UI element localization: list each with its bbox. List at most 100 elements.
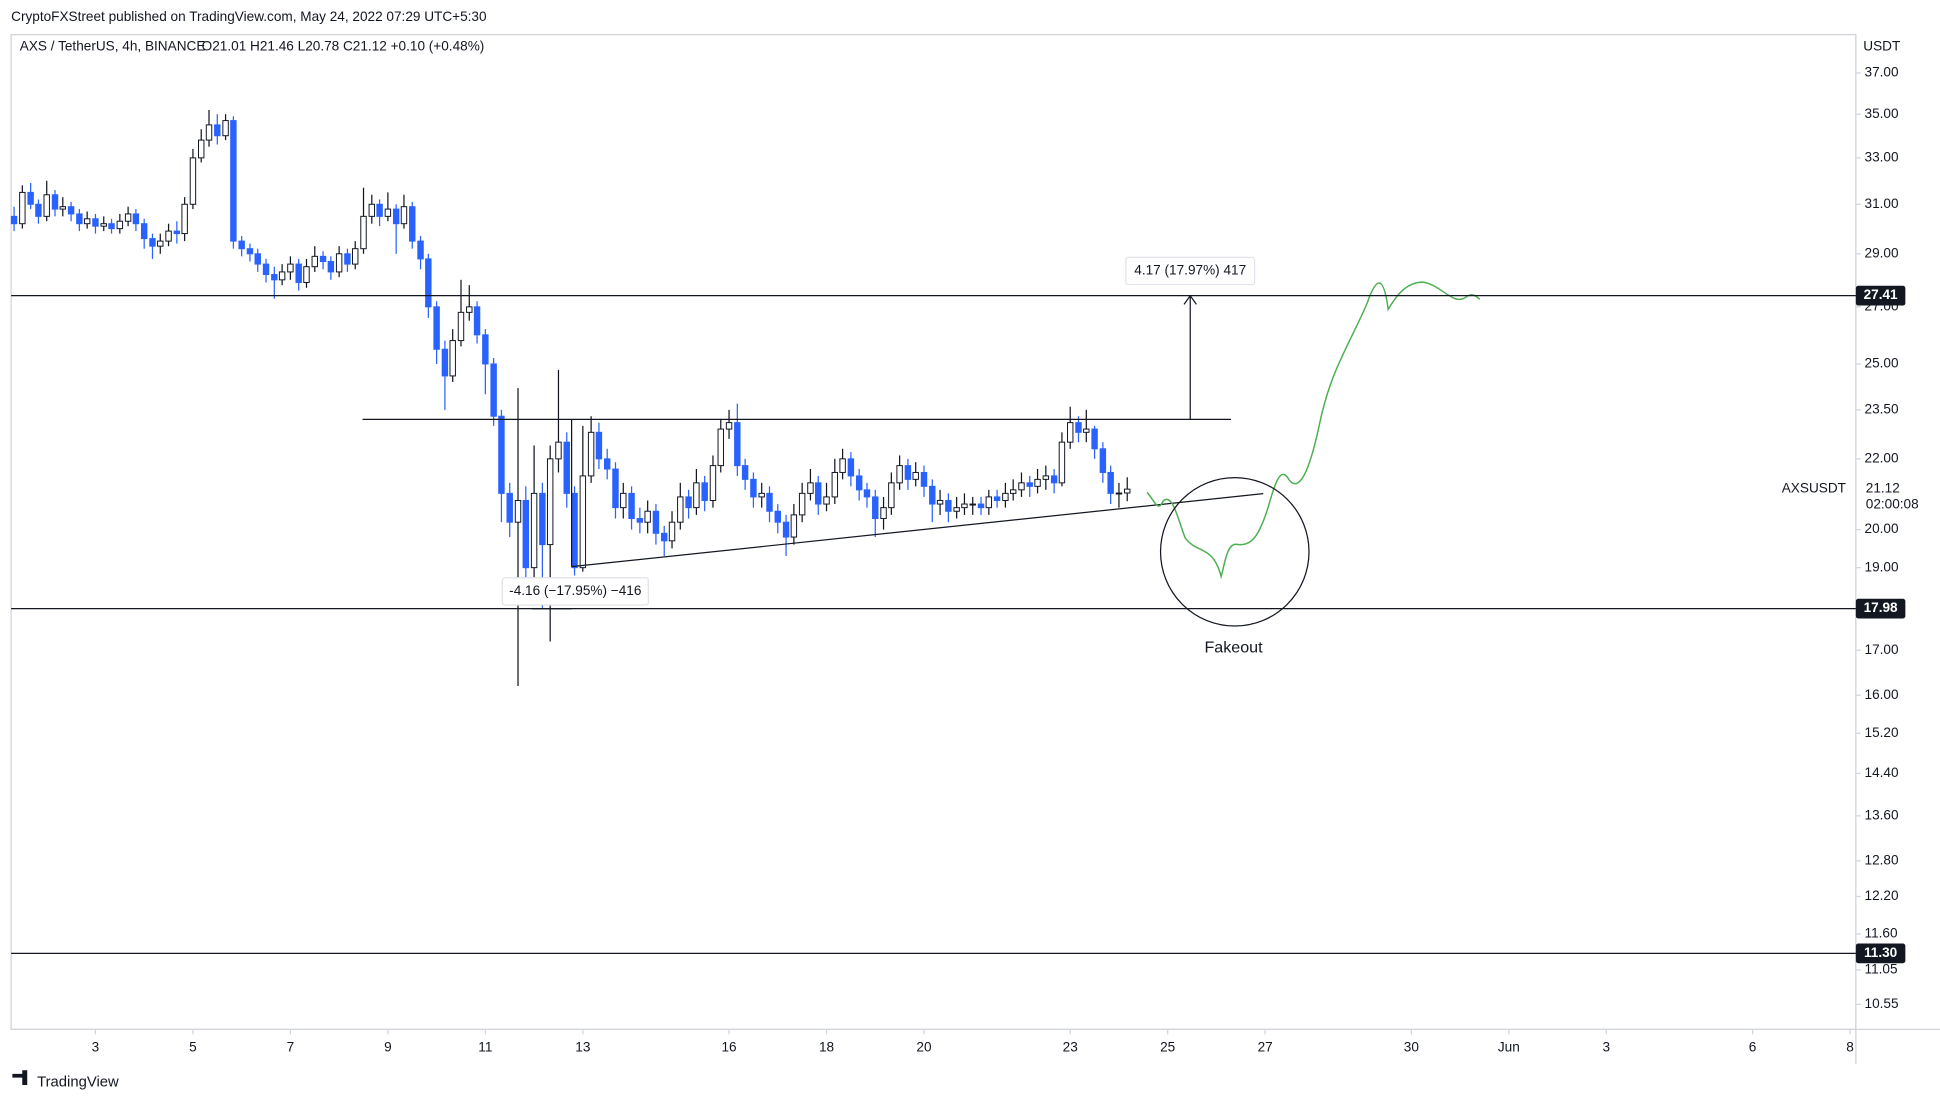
candle-body bbox=[482, 334, 489, 365]
candle-body bbox=[563, 441, 570, 494]
candle-body bbox=[425, 258, 432, 308]
candle-body bbox=[1066, 422, 1074, 443]
y-tick-label: 35.00 bbox=[1865, 106, 1899, 121]
y-tick-label: 13.60 bbox=[1865, 807, 1899, 822]
target-box bbox=[1125, 256, 1256, 286]
fakeout-circle bbox=[1159, 476, 1310, 627]
projection-path bbox=[1146, 281, 1481, 580]
y-tick-label: 11.05 bbox=[1865, 962, 1898, 977]
candle-body bbox=[19, 191, 26, 225]
level-tag-label: 27.41 bbox=[1864, 287, 1898, 302]
y-tick-label: 12.20 bbox=[1865, 888, 1899, 903]
candle-body bbox=[522, 499, 530, 569]
target-down-label: -4.16 (−17.95%) −416 bbox=[509, 583, 641, 598]
candle-body bbox=[880, 507, 887, 520]
target-up-label: 4.17 (17.97%) 417 bbox=[1134, 263, 1246, 278]
candle-body bbox=[774, 510, 782, 523]
candle-body bbox=[1018, 482, 1025, 491]
candle-body bbox=[197, 139, 205, 159]
currency-label: USDT bbox=[1863, 39, 1900, 54]
candle-body bbox=[750, 478, 757, 498]
candle-body bbox=[287, 263, 294, 273]
candle-body bbox=[514, 499, 522, 523]
y-tick-label: 19.00 bbox=[1865, 559, 1899, 574]
candle-body bbox=[181, 203, 188, 235]
candle-body bbox=[238, 240, 245, 250]
candle-body bbox=[352, 248, 359, 265]
candle-body bbox=[628, 492, 635, 520]
candle-body bbox=[67, 206, 75, 215]
candle-body bbox=[51, 194, 59, 210]
footer-brand: TradingView bbox=[37, 1075, 119, 1091]
candle-body bbox=[157, 240, 164, 247]
candle-body bbox=[863, 489, 871, 498]
x-tick-label: 6 bbox=[1749, 1040, 1757, 1055]
y-tick-label: 15.20 bbox=[1865, 725, 1899, 740]
x-tick-label: 23 bbox=[1063, 1040, 1078, 1055]
candle-body bbox=[254, 253, 261, 265]
candle-body bbox=[295, 263, 302, 283]
x-tick-label: 3 bbox=[1603, 1040, 1611, 1055]
candle-body bbox=[116, 220, 124, 230]
candle-body bbox=[335, 253, 343, 273]
candle-body bbox=[831, 471, 839, 498]
x-tick-label: 30 bbox=[1404, 1040, 1420, 1055]
candle-body bbox=[1002, 492, 1009, 501]
candle-body bbox=[904, 465, 912, 480]
candle-body bbox=[400, 206, 408, 225]
last-name: AXSUSDT bbox=[1782, 480, 1846, 495]
candle-body bbox=[644, 510, 651, 523]
x-tick-label: 8 bbox=[1846, 1040, 1854, 1055]
candle-body bbox=[132, 213, 140, 225]
candle-body bbox=[677, 496, 684, 523]
candle-body bbox=[571, 492, 578, 569]
candle-body bbox=[815, 482, 822, 505]
y-tick-label: 14.40 bbox=[1865, 765, 1899, 780]
x-tick-label: 5 bbox=[189, 1040, 197, 1055]
candle-body bbox=[1034, 478, 1041, 487]
candle-body bbox=[953, 507, 960, 512]
candle-body bbox=[685, 496, 692, 509]
candle-body bbox=[108, 223, 115, 230]
candle-body bbox=[636, 518, 644, 523]
candle-body bbox=[985, 496, 993, 509]
candle-body bbox=[92, 218, 99, 227]
y-tick-label: 12.80 bbox=[1865, 852, 1899, 867]
y-tick-label: 22.00 bbox=[1865, 450, 1899, 465]
candle-body bbox=[896, 465, 903, 484]
ohlc-legend: O21.01 H21.46 L20.78 C21.12 +0.10 (+0.48… bbox=[202, 39, 485, 54]
x-tick-label: 27 bbox=[1258, 1040, 1273, 1055]
y-tick-label: 33.00 bbox=[1865, 149, 1899, 164]
last-countdown: 02:00:08 bbox=[1866, 496, 1919, 511]
candle-body bbox=[798, 492, 806, 516]
candle-body bbox=[530, 492, 538, 569]
x-tick-label: 7 bbox=[287, 1040, 295, 1055]
candle-body bbox=[709, 465, 717, 501]
candle-body bbox=[262, 263, 270, 276]
candle-body bbox=[205, 124, 213, 141]
candle-body bbox=[693, 482, 700, 509]
candle-body bbox=[165, 230, 172, 242]
candle-body bbox=[595, 431, 603, 460]
candle-body bbox=[384, 208, 392, 217]
candle-body bbox=[1026, 482, 1033, 487]
candle-body bbox=[855, 475, 863, 491]
x-tick-label: Jun bbox=[1498, 1040, 1520, 1055]
candle-body bbox=[734, 422, 741, 467]
y-tick-label: 31.00 bbox=[1865, 196, 1899, 211]
candle-body bbox=[872, 496, 879, 520]
candle-body bbox=[344, 253, 351, 265]
candle-body bbox=[392, 208, 400, 225]
candle-body bbox=[1115, 492, 1123, 495]
y-tick-label: 25.00 bbox=[1865, 356, 1899, 371]
level-tag bbox=[1855, 598, 1906, 619]
candle-body bbox=[35, 203, 42, 217]
candle-body bbox=[449, 340, 456, 377]
candle-body bbox=[311, 255, 318, 268]
target-box bbox=[501, 577, 649, 606]
candle-body bbox=[717, 428, 724, 467]
candle-body bbox=[27, 191, 34, 205]
candle-body bbox=[790, 514, 798, 538]
